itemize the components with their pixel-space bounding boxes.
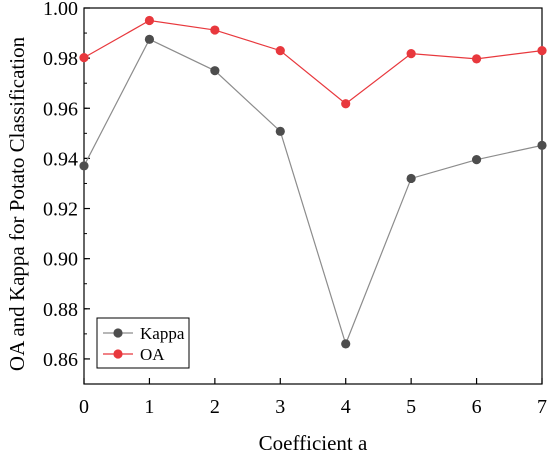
x-tick-label: 1 <box>144 396 154 418</box>
series-layer <box>79 16 546 349</box>
data-point-oa <box>537 46 546 55</box>
y-tick-label: 0.88 <box>43 299 78 321</box>
x-axis-title: Coefficient a <box>259 431 368 455</box>
legend-label: Kappa <box>140 324 185 343</box>
data-point-oa <box>210 25 219 34</box>
data-point-kappa <box>472 155 481 164</box>
data-point-oa <box>79 53 88 62</box>
data-point-kappa <box>276 127 285 136</box>
y-tick-label: 0.96 <box>43 98 78 120</box>
y-tick-label: 0.92 <box>43 199 78 221</box>
x-tick-label: 2 <box>210 396 220 418</box>
data-point-oa <box>472 54 481 63</box>
legend-marker <box>113 328 122 337</box>
y-tick-label: 0.94 <box>43 148 78 170</box>
x-tick-label: 4 <box>341 396 351 418</box>
data-point-kappa <box>79 161 88 170</box>
series-kappa <box>79 35 546 349</box>
y-tick-label: 0.90 <box>43 249 78 271</box>
series-line-kappa <box>84 39 542 344</box>
data-point-kappa <box>407 174 416 183</box>
series-line-oa <box>84 21 542 104</box>
x-tick-label: 7 <box>537 396 547 418</box>
y-tick-label: 1.00 <box>43 0 78 20</box>
y-axis-title: OA and Kappa for Potato Classification <box>5 36 29 371</box>
y-tick-label: 0.86 <box>43 349 78 371</box>
x-tick-label: 5 <box>406 396 416 418</box>
y-tick-label: 0.98 <box>43 48 78 70</box>
data-point-kappa <box>145 35 154 44</box>
series-oa <box>79 16 546 108</box>
x-tick-label: 0 <box>79 396 89 418</box>
data-point-kappa <box>537 141 546 150</box>
data-point-oa <box>276 46 285 55</box>
data-point-oa <box>407 49 416 58</box>
legend-marker <box>113 349 122 358</box>
legend-label: OA <box>140 345 165 364</box>
x-tick-label: 6 <box>472 396 482 418</box>
data-point-kappa <box>341 339 350 348</box>
data-point-kappa <box>210 66 219 75</box>
legend: Kappa OA <box>97 318 189 368</box>
data-point-oa <box>341 99 350 108</box>
data-point-oa <box>145 16 154 25</box>
x-tick-label: 3 <box>275 396 285 418</box>
